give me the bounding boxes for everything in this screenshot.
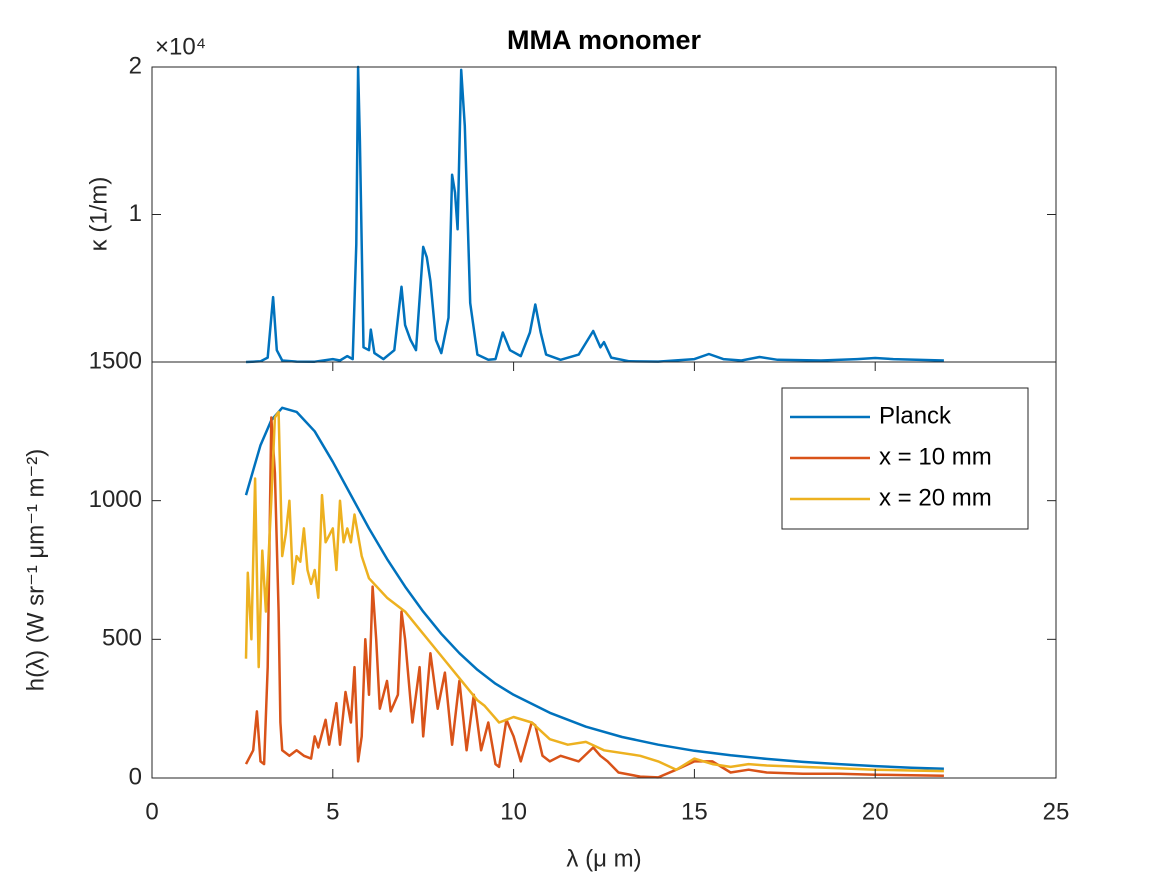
chart-title: MMA monomer — [507, 25, 701, 55]
y-tick-label: 1000 — [89, 486, 142, 513]
y-tick-label: 1 — [129, 200, 142, 227]
data-line — [244, 406, 944, 771]
exponent-label: ×10⁴ — [155, 33, 206, 60]
x-axis-label: λ (μ m) — [566, 845, 641, 872]
y-axis-label: h(λ) (W sr⁻¹ μm⁻¹ m⁻²) — [22, 449, 49, 691]
y-axis-label: κ (1/m) — [85, 177, 112, 252]
y-tick-label: 0 — [129, 763, 142, 790]
legend-label: x = 10 mm — [879, 443, 992, 470]
y-tick-label: 2 — [129, 52, 142, 79]
data-line — [244, 416, 944, 779]
legend-label: x = 20 mm — [879, 484, 992, 511]
x-tick-label: 10 — [500, 798, 527, 825]
legend-box — [781, 387, 1029, 530]
axes-box — [151, 361, 1057, 779]
x-tick-label: 5 — [326, 798, 339, 825]
legend-label: Planck — [879, 402, 952, 429]
data-line — [244, 410, 944, 773]
x-tick-label: 0 — [145, 798, 158, 825]
x-tick-label: 25 — [1043, 798, 1070, 825]
x-tick-label: 20 — [862, 798, 889, 825]
x-tick-label: 15 — [681, 798, 708, 825]
y-tick-label: 1500 — [89, 347, 142, 374]
legend: Planck x = 10 mm x = 20 mm — [781, 387, 1029, 530]
y-tick-label: 500 — [102, 625, 142, 652]
